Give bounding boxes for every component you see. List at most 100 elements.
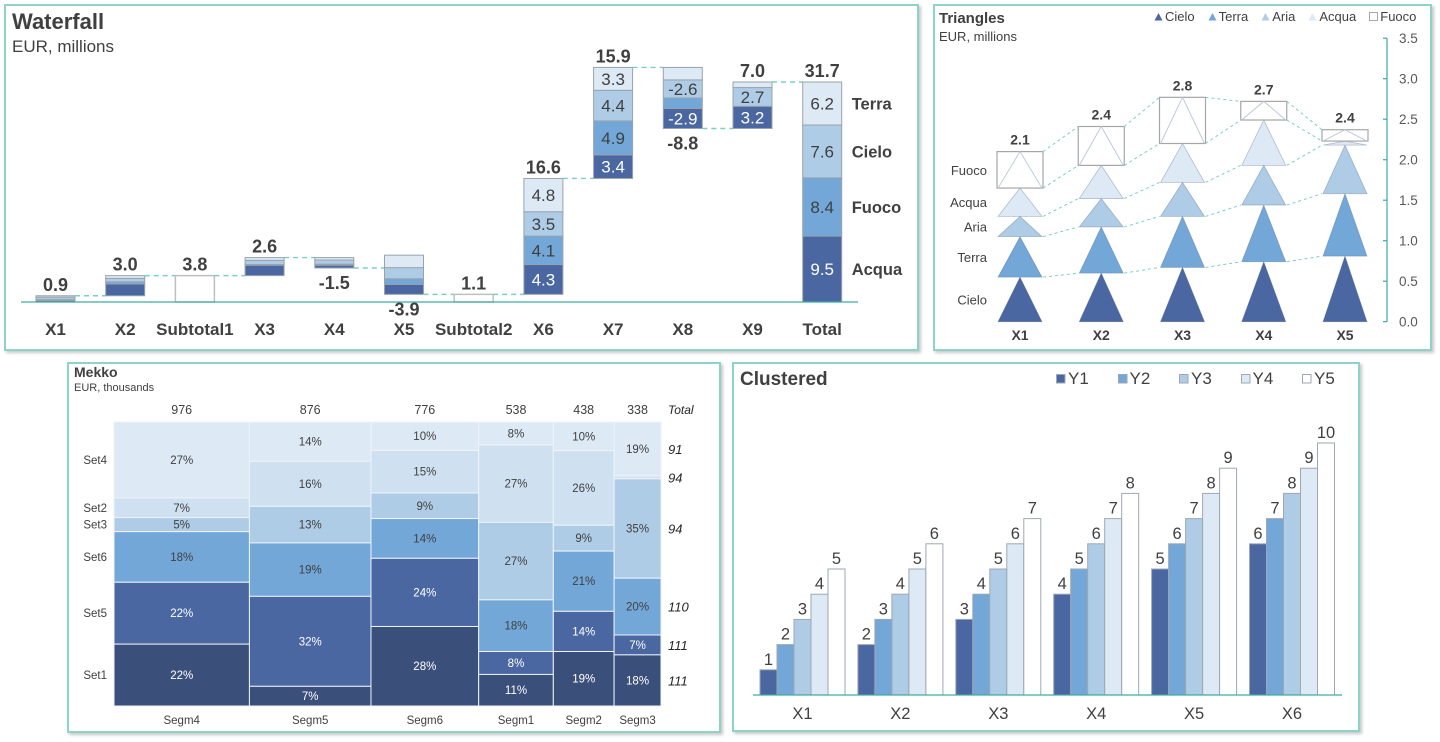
triangles-subtitle: EUR, millions bbox=[939, 29, 1018, 44]
legend-item-cielo: Cielo bbox=[1154, 9, 1195, 24]
mekko-segment-label: 22% bbox=[170, 670, 193, 682]
mekko-segment-label: 26% bbox=[572, 483, 595, 495]
mekko-column-total: 976 bbox=[171, 403, 192, 417]
triangles-connector bbox=[1205, 96, 1241, 102]
triangle-marker-icon bbox=[1154, 13, 1163, 21]
square-marker-icon bbox=[1179, 374, 1189, 384]
triangles-box-fuoco bbox=[1158, 96, 1207, 145]
clustered-value-label: 7 bbox=[1028, 500, 1037, 518]
triangles-connector bbox=[1205, 261, 1241, 268]
triangles-connector bbox=[1205, 164, 1241, 183]
waterfall-subtitle: EUR, millions bbox=[12, 37, 115, 56]
waterfall-segment-fuoco bbox=[523, 235, 564, 266]
triangles-y-tick-label: 2.5 bbox=[1399, 112, 1418, 127]
triangle-terra bbox=[1322, 192, 1368, 257]
triangle-terra bbox=[997, 235, 1043, 278]
triangles-box-fuoco bbox=[1240, 100, 1288, 121]
triangle-marker-icon bbox=[1261, 13, 1270, 21]
triangles-connector bbox=[1124, 266, 1160, 274]
waterfall-segment-label: 8.4 bbox=[810, 198, 834, 217]
triangles-connector bbox=[1042, 126, 1079, 153]
mekko-segment-label: 18% bbox=[170, 552, 193, 564]
clustered-bar-y3 bbox=[1185, 518, 1204, 696]
triangles-connector bbox=[1286, 193, 1323, 206]
mekko-series-label: Set2 bbox=[83, 503, 107, 515]
waterfall-segment-fuoco bbox=[384, 278, 424, 285]
triangles-box-fuoco bbox=[1321, 129, 1369, 142]
clustered-bar-y5 bbox=[1023, 518, 1042, 696]
mekko-total-header: Total bbox=[668, 403, 694, 417]
triangles-total-label: 2.1 bbox=[1010, 132, 1030, 148]
clustered-title: Clustered bbox=[740, 369, 828, 390]
mekko-segment-set5 bbox=[370, 557, 480, 627]
legend-item-y3: Y3 bbox=[1179, 369, 1241, 389]
triangle-cielo bbox=[1078, 272, 1124, 323]
mekko-segment-label: 14% bbox=[299, 437, 322, 449]
triangles-y-tick-label: 1.5 bbox=[1399, 193, 1418, 208]
clustered-bar-y3 bbox=[989, 568, 1008, 696]
waterfall-value-label: 3.8 bbox=[182, 255, 207, 275]
waterfall-category-label: X5 bbox=[394, 320, 415, 339]
square-marker-icon bbox=[1056, 374, 1066, 384]
waterfall-segment-fuoco bbox=[593, 120, 634, 156]
mekko-segment-set6 bbox=[613, 577, 662, 636]
triangle-aria bbox=[996, 215, 1044, 238]
mekko-segment-label: 21% bbox=[572, 576, 595, 588]
triangles-connector bbox=[1286, 119, 1323, 142]
waterfall-value-label: 15.9 bbox=[596, 46, 631, 66]
legend-label: Y3 bbox=[1191, 369, 1212, 388]
clustered-category-label: X5 bbox=[1184, 705, 1204, 723]
clustered-value-label: 3 bbox=[798, 600, 807, 618]
triangles-connector bbox=[1042, 272, 1079, 278]
triangles-connector bbox=[1205, 204, 1241, 217]
mekko-segment-label: 28% bbox=[413, 661, 436, 673]
mekko-segment-label: 18% bbox=[626, 675, 649, 687]
triangles-total-label: 2.8 bbox=[1173, 77, 1193, 93]
legend-item-terra: Terra bbox=[1208, 9, 1248, 24]
waterfall-legend-label: Terra bbox=[852, 96, 893, 114]
legend-label: Aria bbox=[1272, 9, 1296, 24]
waterfall-segment-terra bbox=[593, 66, 634, 91]
clustered-value-label: 4 bbox=[1058, 575, 1067, 593]
mekko-segment-label: 5% bbox=[173, 520, 190, 532]
mekko-segment-label: 14% bbox=[413, 533, 436, 545]
clustered-plot: 12345X123456X234567X345678X456789X567891… bbox=[753, 424, 1342, 723]
triangles-connector bbox=[1123, 143, 1160, 166]
waterfall-value-label: -3.9 bbox=[388, 299, 419, 319]
triangles-connector bbox=[1205, 119, 1242, 144]
triangle-cielo bbox=[1322, 254, 1368, 323]
triangle-cielo bbox=[1159, 266, 1206, 323]
legend-label: Y5 bbox=[1314, 369, 1335, 388]
mekko-segment-label: 10% bbox=[572, 431, 595, 443]
triangle-aria bbox=[1322, 144, 1368, 195]
clustered-bar-y5 bbox=[1121, 492, 1140, 696]
clustered-category-label: X1 bbox=[792, 705, 812, 723]
waterfall-segment-terra bbox=[732, 81, 773, 89]
square-marker-icon bbox=[1302, 374, 1312, 384]
clustered-bar-y1 bbox=[955, 618, 974, 696]
clustered-bar-y1 bbox=[1151, 568, 1170, 696]
mekko-column-total: 776 bbox=[414, 403, 435, 417]
waterfall-value-label: -8.8 bbox=[667, 134, 698, 154]
waterfall-segment-label: -2.6 bbox=[668, 80, 697, 99]
clustered-bar-y3 bbox=[1283, 492, 1301, 696]
legend-item-fuoco: Fuoco bbox=[1369, 9, 1416, 24]
legend-item-y4: Y4 bbox=[1240, 369, 1303, 389]
waterfall-title: Waterfall bbox=[12, 9, 105, 34]
triangles-series-label: Fuoco bbox=[951, 163, 987, 178]
clustered-value-label: 7 bbox=[1270, 500, 1279, 518]
legend-label: Fuoco bbox=[1380, 9, 1417, 24]
triangle-terra bbox=[1159, 215, 1206, 268]
clustered-value-label: 1 bbox=[764, 651, 773, 669]
triangle-marker-icon bbox=[1308, 13, 1317, 21]
clustered-value-label: 8 bbox=[1126, 474, 1135, 492]
waterfall-category-label: Total bbox=[803, 320, 842, 339]
waterfall-segment-label: 4.8 bbox=[532, 186, 556, 205]
waterfall-plot: 0.9 X1 3.0 X2 3.8 Subtotal1 2.6 X3 -1.5 X4 -3.9X5 1… bbox=[21, 46, 903, 339]
waterfall-value-label: 1.1 bbox=[461, 273, 486, 293]
waterfall-segment-terra bbox=[314, 257, 355, 261]
mekko-segment-label: 7% bbox=[173, 503, 190, 515]
clustered-bar-y2 bbox=[1070, 568, 1089, 696]
waterfall-panel bbox=[4, 4, 919, 351]
